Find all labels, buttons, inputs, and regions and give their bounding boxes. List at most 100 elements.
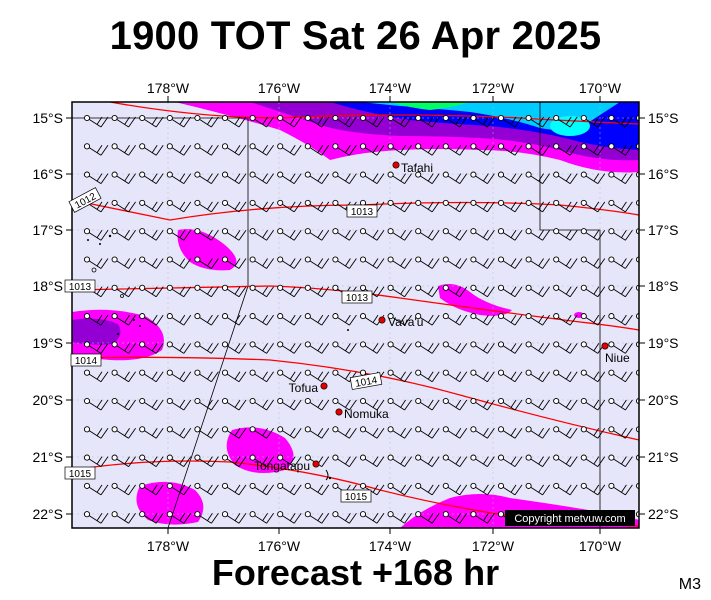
wind-barb xyxy=(580,454,606,467)
wind-barb xyxy=(166,256,192,269)
wind-barb xyxy=(580,313,606,326)
wind-barb xyxy=(111,482,136,496)
wind-barb xyxy=(249,482,274,496)
place-marker: Niue xyxy=(601,342,630,365)
wind-barb xyxy=(470,171,495,184)
wind-barb xyxy=(139,171,164,184)
wind-barb xyxy=(332,256,357,269)
wind-barb xyxy=(470,313,495,326)
wind-barb xyxy=(332,397,357,411)
lat-tick-right: 16°S xyxy=(648,166,679,182)
wind-barb xyxy=(470,511,495,524)
wind-barb xyxy=(525,341,550,354)
wind-barb xyxy=(221,369,247,383)
wind-barb xyxy=(304,256,330,269)
wind-barb xyxy=(442,511,468,524)
wind-barb xyxy=(332,426,357,439)
wind-barb xyxy=(359,228,385,241)
precip-west-blob-inner xyxy=(72,318,121,345)
place-name: Niue xyxy=(605,351,630,365)
wind-barb xyxy=(470,482,495,496)
wind-barb xyxy=(83,482,109,496)
wind-barb xyxy=(525,256,550,269)
lat-tick-right: 15°S xyxy=(648,110,679,126)
wind-barb xyxy=(249,313,274,326)
wind-barb xyxy=(359,313,385,326)
lon-tick-top: 176°W xyxy=(258,80,301,96)
wind-barb xyxy=(111,143,136,156)
wind-barb xyxy=(83,114,109,128)
lat-tick-left: 15°S xyxy=(32,110,63,126)
wind-barb xyxy=(497,397,523,411)
wind-barb xyxy=(277,369,302,383)
wind-barb xyxy=(608,426,633,439)
wind-barb xyxy=(580,199,606,213)
wind-barb xyxy=(166,341,192,354)
lon-tick-bottom: 174°W xyxy=(369,538,412,554)
wind-barb xyxy=(359,397,385,411)
wind-barb xyxy=(194,511,219,524)
wind-barb xyxy=(470,199,495,213)
wind-barbs xyxy=(83,114,639,524)
wind-barb xyxy=(304,171,330,184)
wind-barb xyxy=(497,341,523,354)
wind-barb xyxy=(139,199,164,213)
wind-barb xyxy=(194,369,219,383)
lon-tick-bottom: 172°W xyxy=(472,538,515,554)
wind-barb xyxy=(249,426,274,439)
wind-barb xyxy=(497,256,523,269)
wind-barb xyxy=(580,256,606,269)
wind-barb xyxy=(277,426,302,439)
wind-barb xyxy=(111,397,136,411)
wind-barb xyxy=(608,143,633,156)
wind-barb xyxy=(139,143,164,156)
wind-barb xyxy=(277,199,302,213)
copyright-box xyxy=(505,510,635,526)
wind-barb xyxy=(359,114,385,128)
wind-barb xyxy=(166,369,192,383)
wind-barb xyxy=(277,143,302,156)
wind-barb xyxy=(139,369,164,383)
wind-barb xyxy=(139,256,164,269)
wind-barb xyxy=(304,228,330,241)
wind-barb xyxy=(111,511,136,524)
lat-tick-left: 21°S xyxy=(32,449,63,465)
wind-barb xyxy=(111,228,136,241)
wind-barb xyxy=(553,454,578,467)
wind-barb xyxy=(470,256,495,269)
wind-barb xyxy=(249,199,274,213)
isobar-1012-north xyxy=(109,102,639,125)
wind-barb xyxy=(221,397,247,411)
wind-barb xyxy=(249,454,274,467)
wind-barb xyxy=(525,397,550,411)
wind-barb xyxy=(139,228,164,241)
wind-barb xyxy=(442,114,468,128)
wind-barb xyxy=(635,199,639,206)
svg-text:1015: 1015 xyxy=(345,492,368,503)
wind-barb xyxy=(221,426,247,439)
isobar-label: 1015 xyxy=(340,489,372,503)
wind-barb xyxy=(415,482,440,496)
wind-barb xyxy=(332,228,357,241)
wind-barb xyxy=(194,228,219,241)
wind-barb xyxy=(580,171,606,184)
wind-barb xyxy=(442,397,468,411)
wind-barb xyxy=(442,143,468,156)
place-name: Tongatapu xyxy=(254,459,310,473)
wind-barb xyxy=(83,341,109,354)
wind-barb xyxy=(83,454,109,467)
wind-barb xyxy=(415,397,440,411)
wind-barb xyxy=(277,511,302,524)
isobar-label: 1013 xyxy=(346,204,378,218)
wind-barb xyxy=(553,228,578,241)
wind-barb xyxy=(111,341,136,354)
wind-barb xyxy=(304,284,330,298)
wind-barb xyxy=(332,454,357,467)
wind-barb xyxy=(277,313,302,326)
wind-barb xyxy=(194,256,219,269)
wind-barb xyxy=(635,369,639,376)
wind-barb xyxy=(111,313,136,326)
wind-barb xyxy=(415,114,440,128)
